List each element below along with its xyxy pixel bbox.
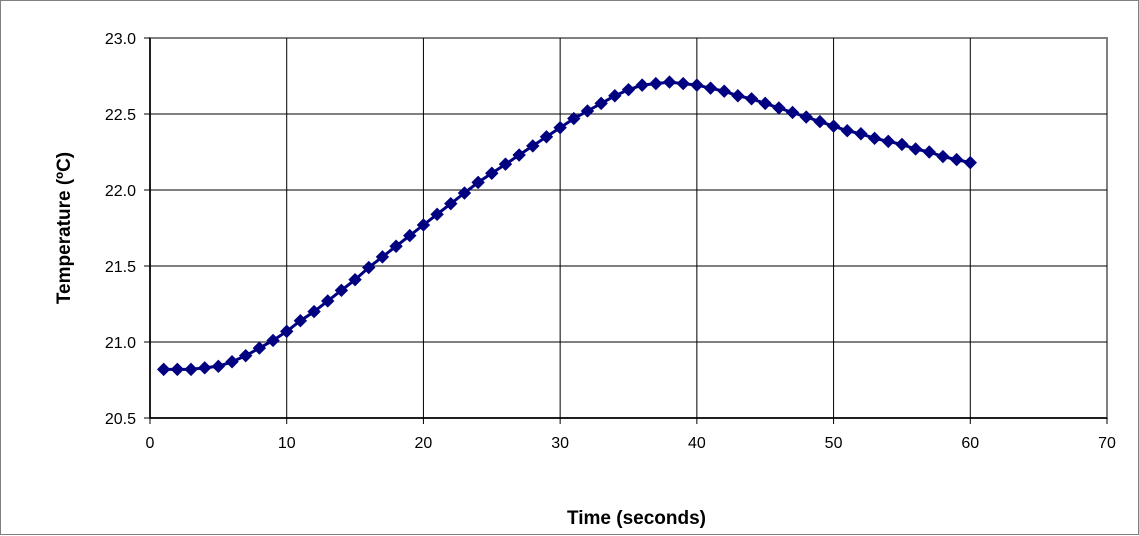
data-point: [758, 96, 772, 111]
data-point: [416, 218, 431, 232]
y-axis-title: Temperature (ºC): [54, 152, 75, 304]
y-tick-label: 21.0: [105, 335, 136, 352]
data-point: [649, 76, 663, 91]
y-tick-label: 21.5: [105, 259, 136, 276]
data-point: [936, 149, 950, 164]
data-point: [731, 89, 745, 103]
x-tick-label: 50: [825, 435, 843, 452]
data-point: [949, 152, 964, 167]
data-point: [238, 348, 253, 363]
data-point: [922, 145, 936, 159]
data-point: [567, 111, 581, 126]
data-point: [457, 186, 472, 200]
x-tick-labels: 0 10 20 30 40 50 60 70: [146, 435, 1116, 452]
data-point: [963, 155, 977, 170]
data-point: [867, 131, 882, 146]
data-point: [197, 361, 212, 375]
data-point: [895, 137, 909, 152]
data-point: [594, 96, 608, 111]
data-point: [444, 196, 458, 211]
data-point: [813, 114, 827, 129]
data-point: [485, 166, 499, 180]
data-point: [362, 260, 376, 275]
data-point: [881, 134, 895, 149]
y-tick-labels: 20.5 21.0 21.5 22.0 22.5 23.0: [105, 31, 136, 428]
grid: [144, 37, 1108, 424]
data-point: [676, 76, 690, 91]
data-point: [307, 304, 321, 319]
data-point: [389, 239, 403, 253]
y-tick-label: 20.5: [105, 411, 136, 428]
plot-border: [149, 37, 1108, 419]
data-point: [526, 139, 540, 153]
data-point: [621, 82, 636, 97]
data-point: [785, 105, 800, 120]
data-point: [608, 89, 622, 103]
data-point: [403, 228, 417, 243]
data-point: [799, 110, 813, 124]
data-point: [225, 355, 239, 369]
data-point: [854, 127, 868, 141]
y-tick-label: 22.0: [105, 183, 136, 200]
data-point: [184, 362, 198, 377]
data-point: [690, 78, 704, 92]
data-point: [717, 84, 731, 98]
data-point: [553, 120, 567, 135]
data-point: [348, 272, 362, 287]
data-markers: [156, 75, 977, 377]
x-tick-label: 40: [688, 435, 706, 452]
data-point: [471, 175, 485, 190]
data-point: [840, 124, 854, 138]
data-point: [170, 362, 185, 377]
x-tick-label: 70: [1098, 435, 1116, 452]
x-tick-label: 0: [146, 435, 155, 452]
data-point: [498, 157, 513, 171]
data-point: [744, 92, 759, 106]
data-point: [266, 333, 280, 348]
x-tick-label: 20: [415, 435, 433, 452]
data-point: [703, 81, 718, 95]
data-point: [908, 142, 923, 156]
data-point: [662, 75, 677, 89]
plot-area: [149, 37, 1108, 419]
data-point: [539, 130, 554, 144]
data-point: [252, 341, 267, 355]
x-tick-label: 10: [278, 435, 296, 452]
data-point: [580, 104, 595, 118]
data-point: [826, 119, 841, 133]
y-tick-label: 23.0: [105, 31, 136, 48]
data-point: [512, 148, 526, 162]
data-point: [321, 294, 335, 308]
data-point: [156, 362, 171, 377]
data-point: [635, 78, 649, 92]
data-point: [375, 250, 390, 264]
x-tick-label: 60: [961, 435, 979, 452]
data-point: [772, 101, 786, 115]
x-tick-label: 30: [551, 435, 569, 452]
data-point: [334, 283, 349, 298]
data-point: [280, 324, 294, 339]
y-tick-label: 22.5: [105, 107, 136, 124]
data-point: [211, 359, 226, 374]
data-point: [430, 207, 444, 222]
x-axis-title: Time (seconds): [567, 508, 706, 529]
data-point: [293, 314, 308, 328]
